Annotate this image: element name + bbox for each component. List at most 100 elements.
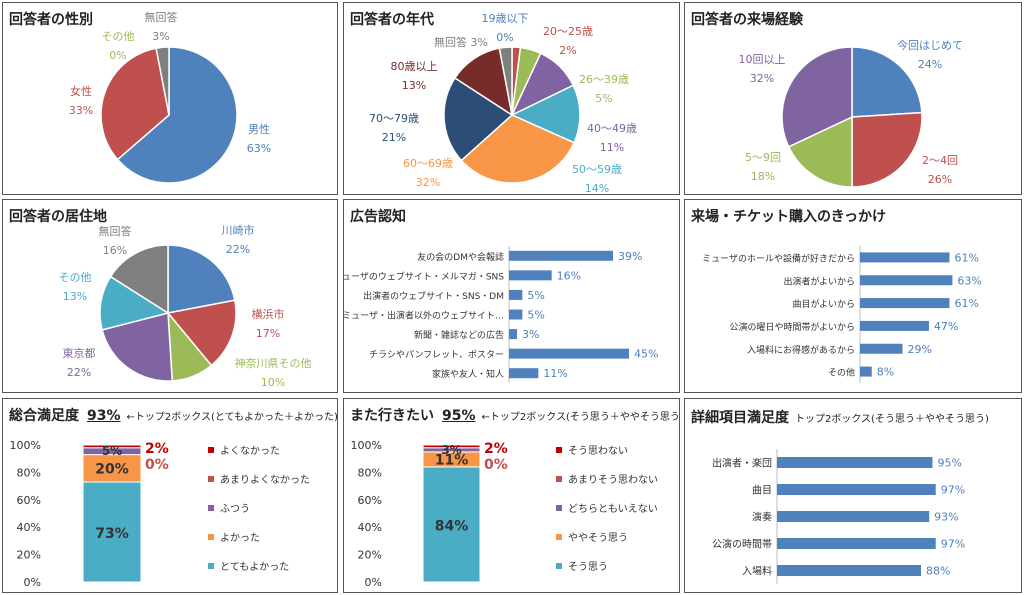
slice-value-label: 21% [382,131,406,144]
stack-value-label: 0% [145,457,169,473]
bar [509,348,629,359]
bar [509,309,523,320]
y-tick-label: 80% [358,466,382,479]
panel-again: 0% 20% 40% 60% 80% 100% 84% 11% 3% 2% 0% そう思わない あまりそ… [343,398,680,593]
pie-slice-0 [851,46,923,118]
slice-name-label: 2～4回 [922,154,958,167]
slice-value-label: 24% [918,58,942,71]
overall-stacked-chart: 0%20%40%60%80%100%73%20%5% 2%0%よくなかったあまりよ… [10,439,310,589]
slice-value-label: 10% [261,376,285,389]
panel-gender: 男性 63% 女性 33% その他 0% 無回答 3% 回答者の性別 [2,2,338,195]
slice-value-label: 17% [256,327,280,340]
legend-swatch [208,534,214,540]
slice-name-label: 今回はじめて [897,38,963,52]
value-label: 11% [543,367,567,380]
again-stacked-chart: 0%20%40%60%80%100%84%11%3% 2%0%そう思わないあまりそ… [351,439,658,589]
category-label: 出演者・楽団 [712,457,772,470]
value-label: 8% [877,366,894,379]
slice-value-label: 32% [750,72,774,85]
slice-name-label: 26～39歳 [579,73,629,86]
panel-age: 19歳以下 0% 20～25歳 2% 26～39歳 5% 40～49歳 11% 50～59歳 14… [343,2,680,195]
stack-value-label: 2% [145,441,169,457]
pie-slice-0 [116,46,238,184]
category-label: 出演者がよいから [783,275,855,287]
slice-name-label: 50～59歳 [572,163,622,176]
slice-value-label: 11% [600,141,624,154]
trigger-bar-chart: ミューザのホールや設備が好きだから 61% 出演者がよいから 63% 曲目がよいから 61… [702,246,982,383]
overall-note: ←トップ2ボックス(とてもよかった＋よかった) [126,412,338,423]
slice-value-label: 26% [928,173,952,186]
stack-segment [82,444,142,449]
panel-visits: 今回はじめて 24% 2～4回 26% 5～9回 18% 10回以上 32% 回答者の来場経験 [684,2,1022,195]
again-chart-title: また行きたい 95% ←トップ2ボックス(そう思う＋ややそう思う) [350,405,679,425]
pie-slice-5 [460,114,576,184]
slice-value-label: 2% [559,44,576,57]
detail-note: トップ2ボックス(そう思う＋ややそう思う) [795,414,989,425]
panel-residence: 川崎市 22% 横浜市 17% 神奈川県その他 10% 東京都 22% その他 13% 無回答 16%… [2,199,338,393]
y-tick-label: 60% [358,494,382,507]
category-label: 演奏 [752,511,772,524]
bar [777,565,921,576]
stack-segment [82,481,142,583]
visits-pie-chart: 今回はじめて 24% 2～4回 26% 5～9回 18% 10回以上 32% [739,38,963,188]
legend-label: そう思う [568,561,608,573]
value-label: 3% [522,328,539,341]
category-label: 新聞・雑誌などの広告 [414,329,504,341]
bar [860,366,872,377]
category-label: ミューザ・出演者以外のウェブサイト… [344,310,504,322]
slice-name-label: 60～69歳 [403,157,453,170]
pie-slice-5 [109,244,169,315]
residence-chart-title: 回答者の居住地 [9,209,107,225]
bar [509,368,539,379]
legend-swatch [208,476,214,482]
bar [777,457,933,468]
pie-slice-1 [100,47,170,161]
y-tick-label: 0% [24,576,41,589]
y-tick-label: 40% [17,521,41,534]
stack-value-label: 2% [484,441,508,457]
value-label: 88% [926,565,950,578]
category-label: 曲目 [752,485,772,497]
value-label: 16% [557,269,581,282]
pie-slice-2 [787,115,853,188]
legend-swatch [556,563,562,569]
visits-chart-title: 回答者の来場経験 [691,12,803,28]
overall-title-text: 総合満足度 [9,408,79,424]
slice-value-label: 33% [69,104,93,117]
panel-ad: 友の会のDMや会報誌 39% ミューザのウェブサイト・メルマガ・SNS 16% 出演者の… [343,199,680,393]
panel-overall: 0% 20% 40% 60% 80% 100% 73% 20% 5% 2% 0% よくなかった あまりよ… [2,398,338,593]
y-tick-label: 40% [358,521,382,534]
age-pie-chart: 19歳以下 0% 20～25歳 2% 26～39歳 5% 40～49歳 11% 50～59歳 14… [369,12,637,194]
pie-slice-8 [498,46,513,116]
age-chart-title: 回答者の年代 [350,12,434,28]
bar [860,275,953,286]
pie-slice-0 [167,244,236,314]
legend-swatch [208,563,214,569]
legend-label: あまりよくなかった [220,474,310,486]
slice-name-label: 川崎市 [222,223,255,237]
value-label: 97% [941,484,965,497]
legend-label: ややそう思う [568,532,628,544]
stack-value-label: 0% [484,457,508,473]
detail-bar-chart: 出演者・楽団 95% 曲目 97% 演奏 93% 公演の時間帯 97% 入場料 88% [712,449,965,584]
legend-label: どちらともいえない [568,503,658,515]
category-label: 入場料 [742,565,772,578]
category-label: ミューザのホールや設備が好きだから [702,252,855,264]
value-label: 47% [934,320,958,333]
gender-pie-chart: 男性 63% 女性 33% その他 0% 無回答 3% [69,10,271,184]
slice-name-label: 19歳以下 [482,12,529,25]
slice-name-label: 神奈川県その他 [235,356,312,370]
panel-detail: 出演者・楽団 95% 曲目 97% 演奏 93% 公演の時間帯 97% 入場料 88% 詳細項目満… [684,398,1022,593]
value-label: 61% [954,297,978,310]
gender-chart-title: 回答者の性別 [9,12,93,28]
overall-headline: 93% [87,408,121,424]
stack-value-label: 11% [435,452,469,468]
slice-value-label: 5% [595,92,612,105]
bar [509,250,613,261]
stack-value-label: 73% [95,526,129,542]
slice-name-label: 無回答 [99,224,132,238]
pie-slice-4 [510,84,581,144]
legend-swatch [556,447,562,453]
y-tick-label: 100% [351,439,382,452]
stack-value-label: 5% [102,444,122,458]
